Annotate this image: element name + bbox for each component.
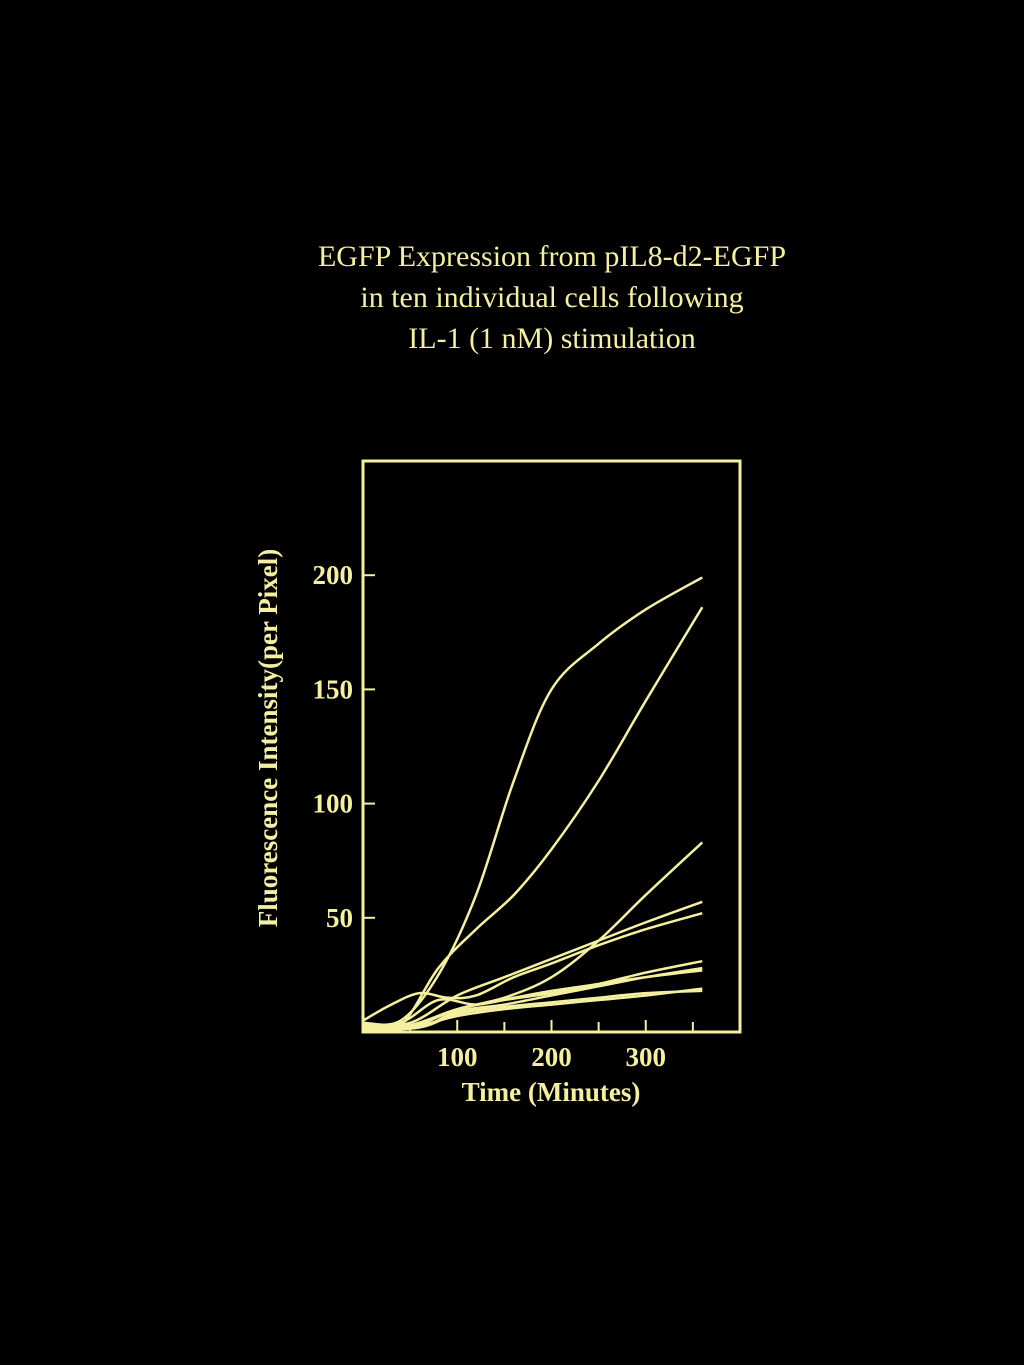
series-line-3 [362,841,704,1031]
x-axis-ticks: 100 200 300 [409,1020,694,1072]
x-axis-label: Time (Minutes) [462,1077,641,1107]
series-line-4 [362,900,703,1027]
x-tick-label: 200 [531,1042,572,1072]
title-line-3: IL-1 (1 nM) stimulation [408,322,696,355]
series-line-6 [362,959,703,1029]
y-axis-ticks: 50 100 150 200 [313,560,375,933]
title-line-1: EGFP Expression from pIL8-d2-EGFP [317,240,787,273]
series-line-8 [362,969,703,1027]
y-tick-label: 200 [313,560,354,590]
x-tick-label: 300 [626,1042,667,1072]
series-lines [362,576,704,1032]
series-line-2 [362,606,704,1032]
y-tick-label: 150 [313,674,354,704]
x-tick-label: 100 [437,1042,478,1072]
series-line-9 [362,987,703,1030]
plot-frame [361,459,742,1034]
series-line-10 [362,989,703,1031]
y-tick-label: 100 [313,789,354,819]
series-line-1 [362,576,703,1026]
series-line-5 [362,912,703,1022]
title-line-2: in ten individual cells following [360,281,744,314]
y-tick-label: 50 [326,903,353,933]
chart-title: EGFP Expression from pIL8-d2-EGFP in ten… [0,236,1024,359]
y-axis-label: Fluorescence Intensity(per Pixel) [253,549,283,927]
